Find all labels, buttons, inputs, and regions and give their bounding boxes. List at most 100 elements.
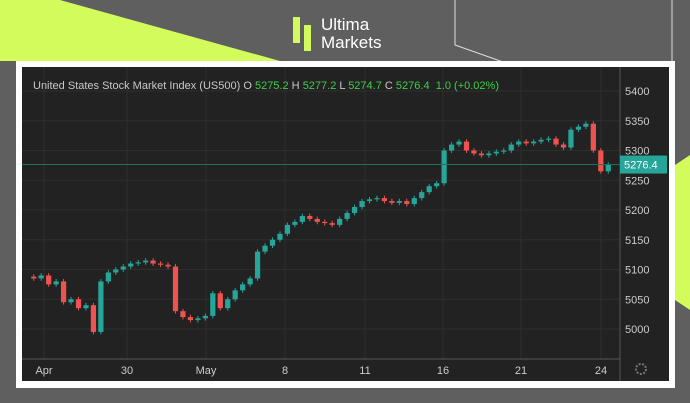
y-tick-label: 5150 [625, 235, 649, 247]
settings-gear-icon[interactable] [635, 363, 647, 375]
candle [426, 186, 432, 193]
candle [419, 192, 425, 199]
logo-mark-icon [293, 17, 311, 51]
candle [583, 123, 589, 127]
candle [404, 201, 410, 205]
candle [396, 201, 402, 203]
candle [53, 281, 59, 285]
close-value: 5276.4 [395, 80, 430, 92]
candle [240, 284, 246, 291]
candle [210, 293, 216, 316]
candle [351, 207, 358, 213]
logo-line1: Ultima [321, 15, 370, 34]
candle [374, 198, 380, 200]
candle [31, 276, 37, 279]
candle [322, 221, 328, 224]
candle [299, 215, 305, 222]
candle [337, 218, 343, 225]
high-value: 5277.2 [302, 80, 337, 92]
candle [553, 138, 559, 145]
candle [568, 129, 574, 148]
candle [143, 260, 149, 263]
candle [605, 164, 611, 172]
ultima-markets-logo: Ultima Markets [293, 16, 381, 52]
candle [46, 275, 52, 285]
high-label: H [291, 80, 300, 92]
candle [284, 224, 291, 234]
candle [531, 141, 537, 144]
y-tick-label: 5250 [625, 175, 649, 187]
y-tick-label: 5350 [625, 116, 649, 128]
candle [314, 218, 320, 222]
y-tick-label: 5400 [625, 86, 649, 98]
candle [60, 281, 67, 303]
y-tick-label: 5050 [625, 294, 649, 306]
candle [344, 212, 350, 219]
candle [471, 150, 477, 154]
y-tick-label: 5100 [625, 265, 649, 277]
candle [486, 153, 492, 156]
candle [98, 281, 104, 332]
candlestick-chart[interactable]: 5000 5050 5100 5150 5200 5250 5300 5350 5400 Apr 3… [22, 67, 669, 381]
candle [217, 293, 223, 309]
candle [83, 305, 89, 309]
candle [269, 239, 276, 246]
candle [545, 138, 552, 140]
candle [463, 141, 470, 151]
x-tick-label: 21 [515, 365, 527, 377]
x-tick-label: 8 [282, 365, 288, 377]
y-tick-label: 5200 [625, 205, 649, 217]
candle [575, 126, 582, 130]
candle [202, 315, 208, 319]
candle [150, 260, 156, 264]
candle [441, 150, 447, 184]
candle [113, 269, 119, 273]
open-value: 5275.2 [254, 80, 289, 92]
candle [434, 183, 440, 187]
candle [38, 275, 44, 279]
candle [307, 215, 313, 219]
candle [277, 233, 283, 240]
candle [411, 198, 417, 205]
candle [329, 223, 335, 225]
change-value: 1.0 (+0.02%) [435, 80, 499, 92]
candle [516, 141, 522, 145]
x-tick-label: 11 [359, 365, 370, 377]
candle [105, 272, 111, 282]
low-value: 5274.7 [348, 80, 382, 92]
candle [359, 201, 365, 208]
ohlc-legend: United States Stock Market Index (US500)… [33, 80, 499, 92]
y-tick-label: 5000 [625, 324, 649, 336]
x-tick-label: 16 [437, 365, 449, 377]
candle [247, 278, 253, 285]
x-tick-label: 30 [121, 365, 133, 377]
candle [120, 266, 126, 270]
candle [225, 299, 231, 309]
symbol-title: United States Stock Market Index (US500) [33, 80, 241, 92]
candle [448, 144, 455, 151]
candle [456, 141, 462, 145]
candle [195, 318, 201, 321]
candle [232, 290, 238, 300]
candle [292, 221, 298, 225]
candle [75, 299, 82, 309]
candle [165, 264, 171, 267]
x-tick-label: May [196, 365, 217, 377]
candle [187, 317, 194, 321]
candle [389, 201, 395, 203]
low-label: L [339, 80, 346, 92]
open-label: O [243, 80, 252, 92]
last-price-label: 5276.4 [624, 160, 658, 172]
candle [135, 262, 141, 264]
candle [560, 144, 567, 148]
candle [254, 251, 261, 279]
candle [501, 150, 507, 152]
x-tick-label: 24 [595, 365, 607, 377]
close-label: C [384, 80, 393, 92]
candle [68, 299, 74, 303]
candle [262, 245, 268, 252]
candle [538, 139, 544, 142]
candle [381, 198, 388, 202]
y-tick-label: 5300 [625, 146, 649, 158]
